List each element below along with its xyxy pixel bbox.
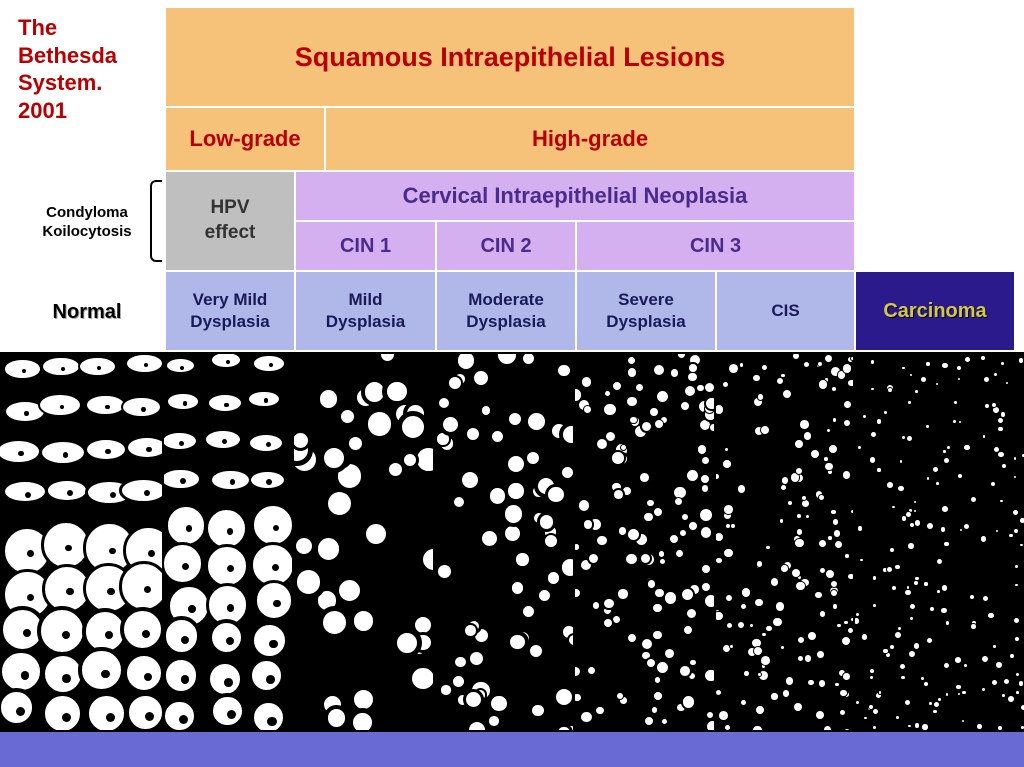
cin1-header: CIN 1 xyxy=(296,222,437,272)
cin3-header: CIN 3 xyxy=(577,222,856,272)
histology-segment-5 xyxy=(716,354,855,730)
mild-l2: Dysplasia xyxy=(326,311,405,333)
carcinoma-label: Carcinoma xyxy=(856,272,1016,352)
histology-segment-2 xyxy=(294,354,435,730)
histology-segment-3 xyxy=(435,354,575,730)
row-dysplasia: Normal Very Mild Dysplasia Mild Dysplasi… xyxy=(8,272,1016,352)
bottom-strip xyxy=(0,732,1024,767)
mild-l1: Mild xyxy=(349,289,383,311)
mild-dysplasia: Mild Dysplasia xyxy=(296,272,437,352)
high-grade-header: High-grade xyxy=(326,108,856,172)
title-l1: The xyxy=(18,15,57,40)
title-l4: 2001 xyxy=(18,98,67,123)
mod-l2: Dysplasia xyxy=(466,311,545,333)
histology-illustration xyxy=(0,352,1024,732)
hpv-l1: HPV xyxy=(210,196,249,221)
title-l2: Bethesda xyxy=(18,43,117,68)
histology-segment-6 xyxy=(855,354,1024,730)
diagram-root: The Bethesda System. 2001 Squamous Intra… xyxy=(0,0,1024,767)
cis-label: CIS xyxy=(717,272,856,352)
cin-right-spacer xyxy=(856,172,1016,272)
row-cin: Condyloma Koilocytosis HPV effect Cervic… xyxy=(8,172,1016,272)
very-mild-dysplasia: Very Mild Dysplasia xyxy=(166,272,296,352)
cin2-header: CIN 2 xyxy=(437,222,577,272)
title-l3: System. xyxy=(18,70,102,95)
sil-title: Squamous Intraepithelial Lesions xyxy=(166,8,856,108)
histology-segment-4 xyxy=(575,354,715,730)
hpv-effect: HPV effect xyxy=(166,172,296,272)
normal-label: Normal xyxy=(8,272,166,352)
row-top: The Bethesda System. 2001 Squamous Intra… xyxy=(8,8,1016,172)
histology-segment-0 xyxy=(0,354,164,730)
condyloma-l2: Koilocytosis xyxy=(42,222,131,242)
classification-table: The Bethesda System. 2001 Squamous Intra… xyxy=(8,8,1016,352)
low-grade-header: Low-grade xyxy=(166,108,326,172)
sev-l2: Dysplasia xyxy=(606,311,685,333)
cin-block: Cervical Intraepithelial Neoplasia CIN 1… xyxy=(296,172,856,272)
sil-block: Squamous Intraepithelial Lesions Low-gra… xyxy=(166,8,856,172)
moderate-dysplasia: Moderate Dysplasia xyxy=(437,272,577,352)
vmild-l2: Dysplasia xyxy=(190,311,269,333)
hpv-l2: effect xyxy=(205,221,256,246)
condyloma-l1: Condyloma xyxy=(46,203,128,223)
left-title: The Bethesda System. 2001 xyxy=(8,8,166,172)
vmild-l1: Very Mild xyxy=(193,289,268,311)
sev-l1: Severe xyxy=(618,289,674,311)
cin-title: Cervical Intraepithelial Neoplasia xyxy=(296,172,856,222)
mod-l1: Moderate xyxy=(468,289,544,311)
top-right-spacer xyxy=(856,8,1016,172)
histology-segment-1 xyxy=(164,354,294,730)
bracket-icon xyxy=(150,180,162,262)
condyloma-label: Condyloma Koilocytosis xyxy=(8,172,166,272)
severe-dysplasia: Severe Dysplasia xyxy=(577,272,717,352)
